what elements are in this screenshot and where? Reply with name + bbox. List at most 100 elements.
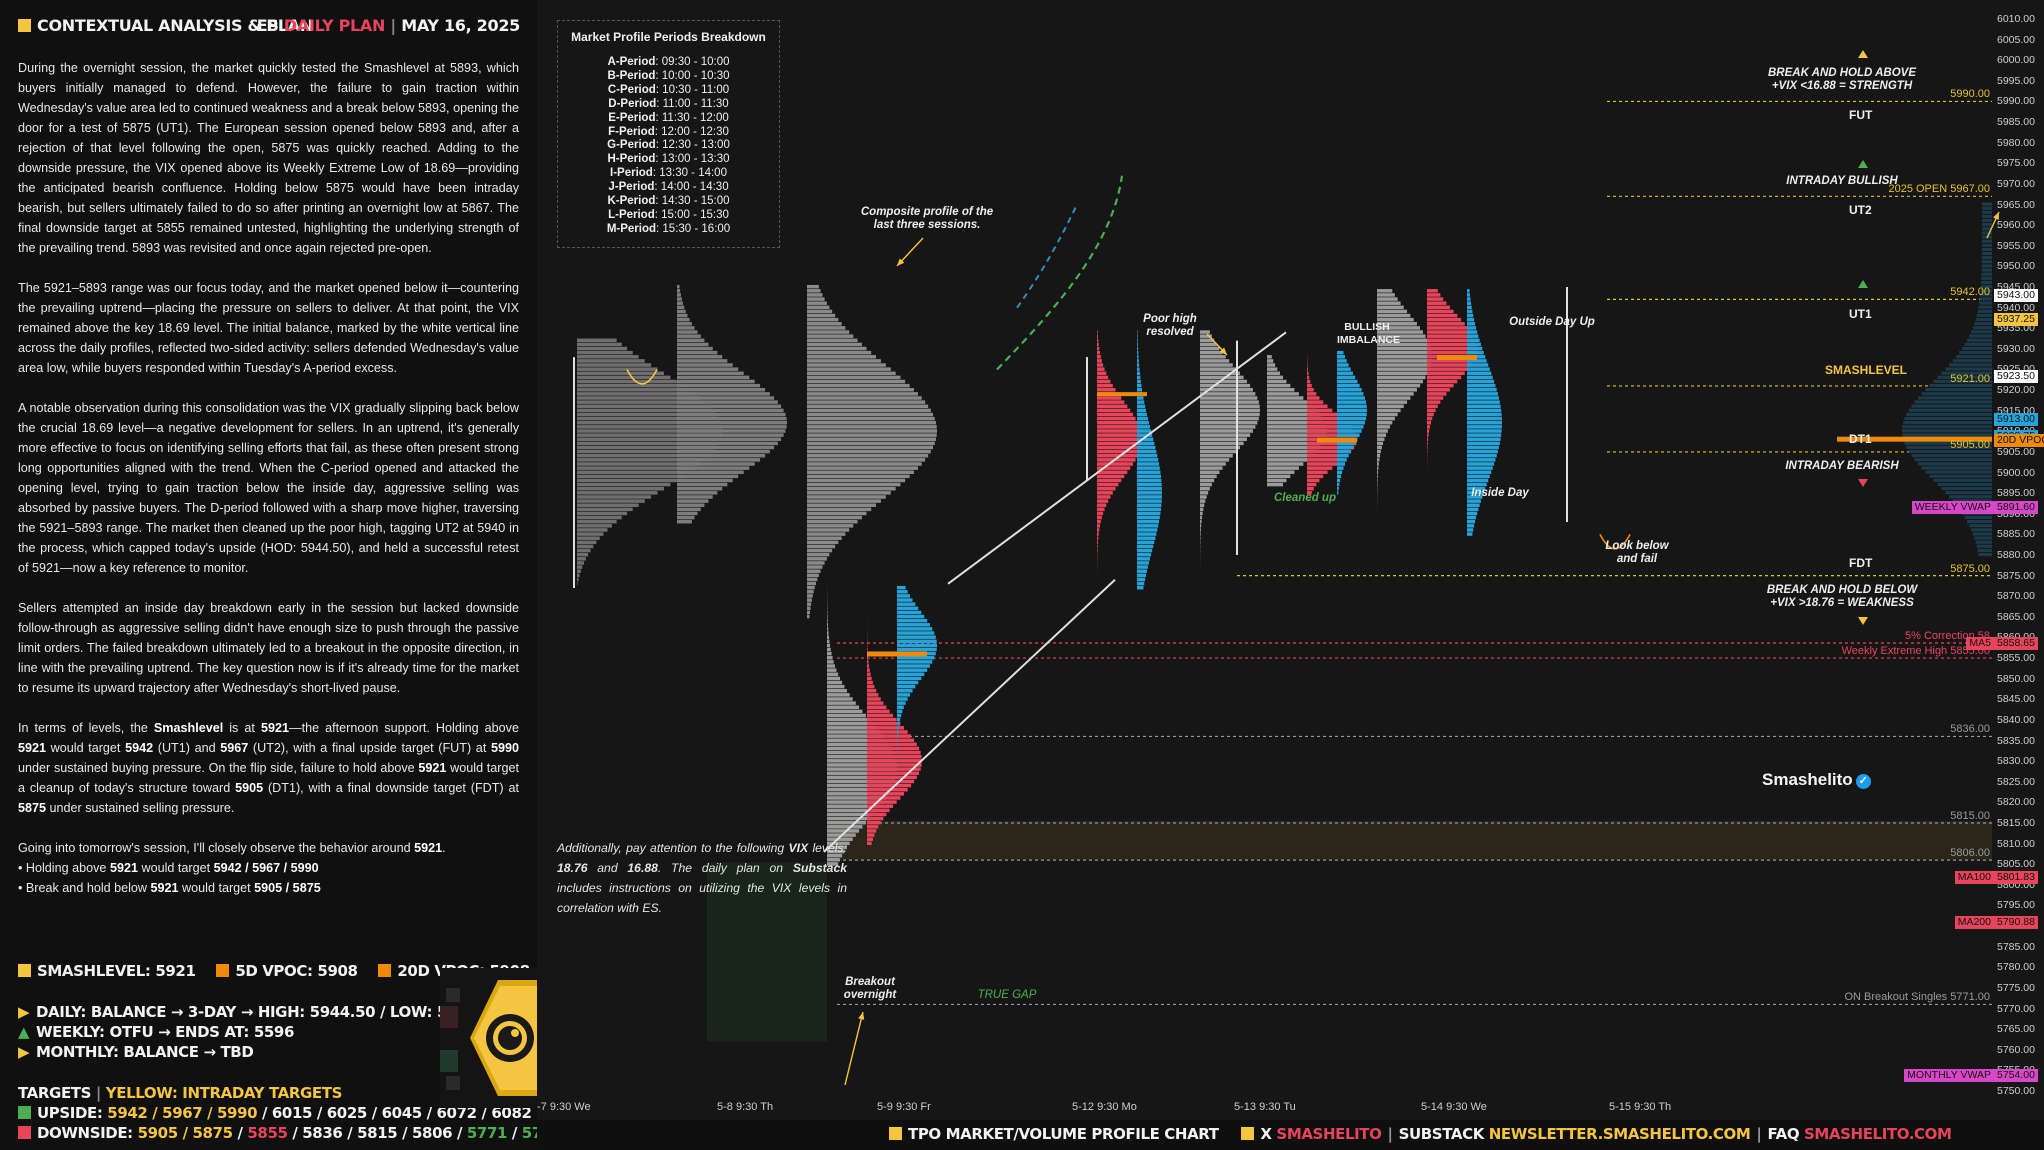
footer-substack-link[interactable]: NEWSLETTER.SMASHELITO.COM [1488,1125,1751,1143]
tpo-profile-5-13-tick [1200,524,1202,528]
volume-profile-5-15-sell-tick [1427,412,1434,417]
tpo-profile-5-12-tick [827,631,829,635]
tpo-profile-5-15-tick [1377,346,1431,351]
volume-profile-5-12-sell-tick [867,759,922,763]
tpo-profile-5-15-tick [1377,297,1398,301]
tpo-profile-5-15-tick [1377,289,1393,293]
tpo-profile-5-14-tick [1267,425,1327,429]
tpo-profile-5-14-tick [1267,466,1299,470]
chart-area[interactable]: Market Profile Periods Breakdown A-Perio… [537,0,2044,1150]
volume-profile-5-14-sell-tick [1307,453,1348,458]
footer-faq-link[interactable]: SMASHELITO.COM [1804,1125,1952,1143]
volume-profile-5-15-sell-tick [1427,334,1474,338]
tpo-profile-5-12-tick [827,726,877,730]
volume-profile-5-13-buy-tick [1137,400,1145,404]
volume-profile-5-12-buy-tick [897,585,906,590]
tpo-profile-5-8-tick [577,482,671,487]
volume-profile-5-12-sell-tick [867,726,905,730]
tpo-profile-5-8-tick [577,524,612,528]
tpo-profile-5-12-tick [827,668,837,672]
price-tick-label: 5960.00 [1997,219,2035,232]
tpo-profile-5-12-tick [827,730,880,734]
volume-profile-5-15-buy-tick [1467,511,1478,516]
composite-volume-bar [1971,528,1992,532]
tpo-profile-5-8-tick [577,433,723,437]
composite-volume-bar [1933,379,1992,383]
tpo-profile-5-13-tick [1200,412,1260,417]
tpo-profile-5-8-tick [577,548,591,553]
tpo-profile-5-12-tick [827,829,860,833]
annotation-cleaned-up: Cleaned up [1274,492,1336,504]
tpo-composite-tick [807,511,867,516]
tpo-profile-5-8-tick [577,375,671,380]
tpo-profile-5-8-tick [577,552,589,557]
tpo-profile-5-12-tick [827,697,853,701]
ut2-arrow-head [1993,212,1999,220]
tpo-profile-5-13-tick [1200,519,1202,524]
volume-profile-5-14-sell-tick [1307,482,1317,487]
green-square-icon [18,1106,31,1119]
period-row: E-Period: 11:30 - 12:00 [608,111,729,124]
tpo-composite-tick [807,602,812,606]
tpo-profile-5-13-tick [1200,388,1253,392]
composite-volume-bar [1978,305,1992,309]
tpo-profile-5-9-tick [677,478,733,483]
price-tick-label: 5940.00 [1997,301,2035,314]
tpo-profile-5-15-tick [1377,305,1404,310]
tpo-profile-5-15-tick [1377,412,1398,417]
bearish-triangle-down-icon [1858,479,1868,487]
tpo-profile-5-8-tick [577,392,695,396]
volume-profile-5-13-sell-tick [1097,482,1119,487]
price-tag: 5858.65 [1994,637,2038,651]
price-tick-label: 5785.00 [1997,940,2035,953]
volume-profile-5-15-sell-tick [1427,330,1472,334]
price-tick-label: 5820.00 [1997,796,2035,809]
annotation-intraday-bearish: INTRADAY BEARISH [1785,460,1899,472]
volume-profile-5-14-sell-tick [1307,363,1308,367]
tpo-profile-5-8-tick [577,470,690,474]
volume-profile-5-13-sell-tick [1097,383,1113,388]
tpo-profile-5-8-tick [577,396,701,400]
tpo-composite-tick [807,338,858,343]
volume-profile-5-12-buy-tick [897,738,898,742]
tpo-profile-5-15 [1377,289,1432,557]
volume-profile-5-13-sell-tick [1097,528,1100,532]
volume-profile-5-13-sell-tick [1097,474,1125,479]
tpo-profile-5-9-tick [677,289,681,293]
tpo-profile-5-8-tick [577,350,633,355]
volume-profile-5-12-sell-tick [867,833,875,837]
price-tick-label: 5850.00 [1997,672,2035,685]
volume-profile-5-13-sell-tick [1097,536,1099,540]
volume-profile-5-13-buy-tick [1137,449,1157,454]
volume-profile-5-13-sell-tick [1097,433,1142,437]
volume-profile-5-15-buy-tick [1467,491,1484,495]
tpo-profile-5-9-tick [677,396,775,400]
volume-profile-5-15-buy-tick [1467,416,1502,421]
volume-profile-5-14-buy-tick [1337,482,1340,487]
tpo-profile-5-12-tick [827,656,833,660]
tpo-composite-tick [807,379,906,384]
volume-profile-5-15-buy-tick [1467,515,1477,520]
tpo-profile-5-9-tick [677,425,787,429]
date-tick-label: -7 9:30 We [537,1101,591,1113]
tpo-profile-chart[interactable] [537,0,2044,1150]
tpo-composite-tick [807,486,896,491]
analysis-paragraph-6: Going into tomorrow's session, I'll clos… [18,841,446,855]
volume-profile-5-14-sell-tick [1307,433,1357,437]
composite-volume-bar [1981,247,1992,252]
volume-profile-5-15-buy-tick [1467,396,1499,400]
volume-profile-5-13-sell-tick [1097,495,1111,499]
tpo-profile-5-15-tick [1377,322,1417,326]
tpo-profile-5-12-tick [827,672,839,677]
volume-profile-5-14-sell-tick [1307,383,1312,388]
footer-x-handle[interactable]: SMASHELITO [1276,1125,1382,1143]
tpo-profile-5-15-tick [1377,317,1414,322]
tpo-composite-tick [807,590,814,594]
tpo-profile-5-14-tick [1267,412,1320,417]
volume-profile-5-15-buy-tick [1467,421,1502,425]
tpo-composite-tick [807,334,854,338]
tpo-profile-5-12-tick [827,787,892,792]
volume-profile-5-12-buy-tick [897,602,916,606]
volume-profile-5-14-buy-tick [1337,396,1365,400]
volume-profile-5-13-sell-tick [1097,445,1141,450]
